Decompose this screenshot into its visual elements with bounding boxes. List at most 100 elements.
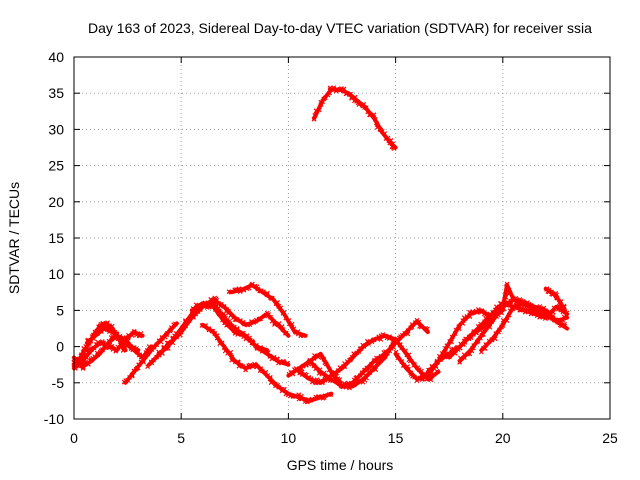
data-point [371, 112, 377, 118]
data-point [562, 323, 568, 329]
data-point [271, 354, 277, 360]
data-point [485, 319, 491, 325]
data-point [348, 91, 353, 97]
data-point [300, 333, 306, 339]
data-point [361, 344, 367, 349]
data-point [247, 322, 253, 328]
data-point [322, 393, 328, 399]
data-point [354, 374, 360, 380]
y-axis-title: SDTVAR / TECUs [6, 182, 22, 294]
data-point [315, 380, 321, 386]
data-point [438, 357, 444, 363]
data-point [228, 289, 234, 295]
data-point [391, 146, 397, 151]
data-point [364, 338, 370, 344]
data-point [449, 339, 454, 345]
data-point [407, 358, 413, 364]
data-point [308, 376, 314, 382]
data-point [395, 355, 401, 361]
data-point [243, 336, 249, 342]
data-point [195, 304, 201, 310]
data-point [450, 349, 456, 355]
data-point [386, 336, 392, 341]
data-point [467, 314, 473, 320]
data-point [561, 314, 567, 320]
data-point [191, 314, 196, 320]
data-point [406, 352, 412, 358]
data-point [225, 350, 231, 356]
y-tick-label: 0 [56, 339, 64, 355]
data-point [507, 290, 513, 296]
data-point [265, 350, 271, 356]
data-point [412, 374, 417, 380]
data-point [131, 328, 137, 334]
data-point [313, 366, 319, 372]
data-point [85, 361, 91, 367]
data-point [240, 330, 246, 336]
data-point [317, 367, 323, 373]
data-point [173, 321, 178, 327]
data-point [319, 371, 325, 377]
data-point [104, 325, 110, 331]
data-point [357, 373, 363, 379]
data-point [560, 317, 566, 323]
data-point [109, 327, 115, 333]
data-point [285, 360, 291, 366]
data-point [165, 346, 171, 351]
data-point [347, 382, 353, 388]
data-point [558, 299, 564, 305]
data-point [399, 359, 405, 365]
data-point [165, 340, 171, 346]
data-point [80, 364, 86, 370]
data-point [321, 356, 327, 362]
data-point [256, 316, 262, 322]
data-point [387, 348, 393, 354]
data-point [291, 326, 297, 332]
data-point [315, 394, 321, 400]
data-point [162, 334, 168, 340]
data-point [292, 393, 298, 399]
data-point [247, 337, 253, 343]
data-point [83, 351, 89, 357]
data-point [520, 299, 526, 304]
data-point [509, 306, 515, 311]
data-point [232, 330, 238, 336]
data-point [474, 310, 480, 315]
data-point [298, 396, 304, 402]
data-point [380, 353, 386, 359]
data-point [244, 333, 250, 339]
data-point [478, 349, 484, 355]
series-track-19 [478, 299, 570, 355]
data-point [161, 346, 167, 352]
data-point [499, 306, 505, 312]
data-point [460, 318, 466, 323]
y-tick-label: 25 [48, 158, 64, 174]
data-point [334, 370, 340, 376]
data-point [96, 341, 102, 347]
data-point [258, 344, 263, 350]
data-point [477, 327, 483, 333]
data-point [469, 348, 475, 354]
data-point [307, 358, 313, 363]
data-point [120, 347, 126, 353]
data-point [504, 318, 510, 324]
y-tick-label: 35 [48, 85, 64, 101]
data-point [352, 94, 358, 100]
data-point [367, 366, 373, 371]
data-point [546, 287, 552, 293]
data-point [444, 343, 450, 349]
data-point [289, 370, 295, 375]
data-point [263, 369, 269, 375]
data-point [334, 86, 340, 92]
data-point [399, 345, 405, 351]
data-point [225, 322, 231, 328]
data-point [341, 380, 347, 386]
data-point [278, 305, 284, 311]
data-point [272, 321, 277, 327]
data-point [434, 368, 440, 374]
series-track-8 [199, 322, 334, 405]
data-point [81, 356, 86, 362]
data-point [457, 359, 463, 365]
data-point [442, 345, 448, 351]
data-point [350, 381, 355, 387]
